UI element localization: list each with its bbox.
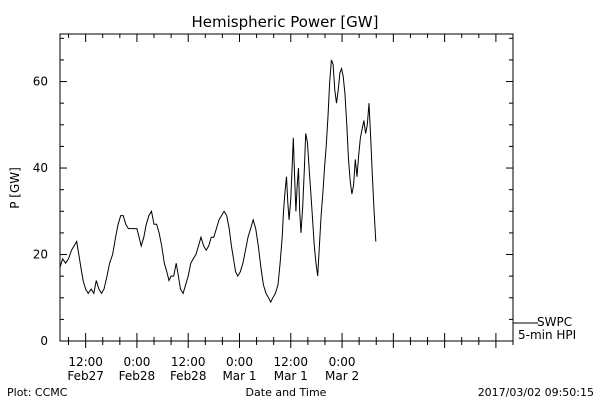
legend-label-series: 5-min HPI bbox=[518, 328, 576, 342]
plot-area-frame bbox=[59, 33, 514, 342]
y-tick-label: 60 bbox=[33, 75, 48, 89]
x-tick-label-date: Feb28 bbox=[170, 369, 207, 383]
footer-plot-credit: Plot: CCMC bbox=[7, 386, 68, 399]
x-tick-label-time: 12:00 bbox=[171, 355, 206, 369]
x-tick-label-time: 0:00 bbox=[123, 355, 150, 369]
x-tick-label-date: Mar 1 bbox=[222, 369, 256, 383]
y-axis-label: P [GW] bbox=[8, 167, 22, 209]
footer-timestamp: 2017/03/02 09:50:15 bbox=[478, 386, 594, 399]
x-tick-label-time: 12:00 bbox=[68, 355, 103, 369]
x-tick-label-date: Feb28 bbox=[119, 369, 156, 383]
legend-label-source: SWPC bbox=[537, 315, 572, 329]
chart-title: Hemispheric Power [GW] bbox=[192, 13, 379, 31]
x-tick-label-date: Mar 1 bbox=[274, 369, 308, 383]
x-tick-label-time: 12:00 bbox=[273, 355, 308, 369]
y-tick-label: 0 bbox=[40, 334, 48, 348]
x-tick-label-date: Mar 2 bbox=[325, 369, 359, 383]
x-tick-label-date: Feb27 bbox=[67, 369, 104, 383]
x-axis-label: Date and Time bbox=[246, 386, 327, 399]
x-tick-label-time: 0:00 bbox=[329, 355, 356, 369]
y-axis: 0 20 40 60 bbox=[33, 37, 513, 348]
x-tick-label-time: 0:00 bbox=[226, 355, 253, 369]
y-tick-label: 20 bbox=[33, 248, 48, 262]
hpi-series-line bbox=[59, 59, 377, 304]
y-tick-label: 40 bbox=[33, 161, 48, 175]
